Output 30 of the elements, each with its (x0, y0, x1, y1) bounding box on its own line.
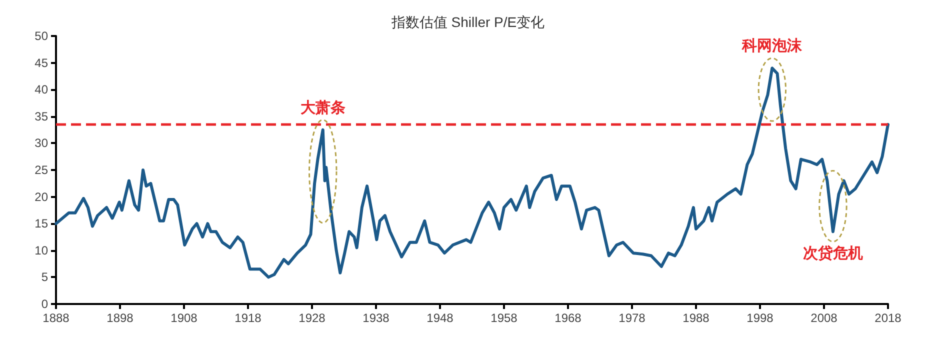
annotation: 次贷危机 (802, 245, 863, 262)
x-tick-label: 1998 (746, 311, 774, 325)
x-tick-label: 1918 (234, 311, 262, 325)
x-tick-label: 1928 (298, 311, 326, 325)
y-tick-label: 0 (41, 297, 48, 311)
y-tick-label: 5 (41, 270, 48, 284)
y-tick-label: 40 (34, 82, 48, 97)
y-tick-label: 50 (34, 29, 48, 43)
y-tick-label: 10 (34, 243, 48, 258)
x-tick-label: 1958 (490, 311, 518, 325)
x-tick-label: 1938 (362, 311, 390, 325)
y-tick-label: 35 (34, 109, 48, 124)
x-tick-label: 1888 (42, 311, 70, 325)
x-tick-label: 1988 (682, 311, 710, 325)
x-tick-label: 1968 (554, 311, 582, 325)
x-tick-label: 1978 (618, 311, 646, 325)
x-tick-label: 1898 (106, 311, 134, 325)
annotation: 大萧条 (300, 99, 346, 116)
chart-title: 指数估值 Shiller P/E变化 (390, 14, 545, 30)
y-tick-label: 25 (34, 163, 48, 177)
x-tick-label: 1948 (426, 311, 454, 325)
y-tick-label: 20 (34, 190, 48, 204)
x-tick-label: 2008 (810, 311, 838, 325)
annotation: 科网泡沫 (741, 38, 804, 55)
y-tick-label: 45 (34, 56, 48, 70)
y-tick-label: 30 (34, 136, 48, 150)
line-series (54, 66, 890, 279)
x-tick-label: 2018 (874, 311, 902, 325)
y-tick-label: 15 (34, 216, 48, 231)
x-tick-label: 1908 (170, 311, 198, 325)
